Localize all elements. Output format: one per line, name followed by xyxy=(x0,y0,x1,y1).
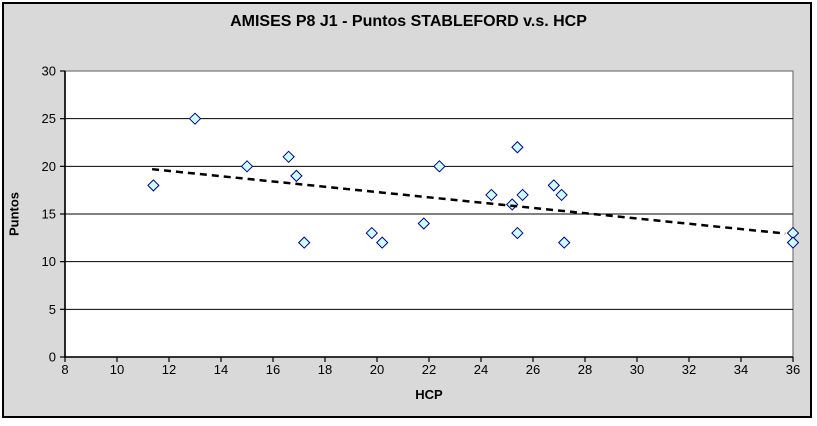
x-tick-label: 32 xyxy=(682,362,696,377)
data-point xyxy=(240,160,254,173)
x-tick-label: 28 xyxy=(578,362,592,377)
data-point xyxy=(555,188,568,202)
x-tick-label: 26 xyxy=(526,362,540,377)
data-point xyxy=(297,236,311,249)
x-tick-label: 30 xyxy=(630,362,644,377)
x-tick-label: 18 xyxy=(318,362,332,377)
data-point xyxy=(516,188,529,202)
x-tick-label: 10 xyxy=(110,362,124,377)
data-point xyxy=(147,179,160,192)
x-axis-title: HCP xyxy=(415,387,443,402)
data-point xyxy=(557,236,571,249)
chart-title: AMISES P8 J1 - Puntos STABLEFORD v.s. HC… xyxy=(230,13,587,30)
y-tick-label: 10 xyxy=(42,254,56,269)
x-tick-label: 16 xyxy=(266,362,280,377)
x-tick-label: 14 xyxy=(214,362,228,377)
data-point xyxy=(188,112,202,125)
data-point xyxy=(290,169,303,183)
data-point xyxy=(547,179,561,192)
data-point xyxy=(505,198,519,211)
data-point xyxy=(485,188,498,202)
data-point xyxy=(786,226,800,240)
y-axis-title: Puntos xyxy=(6,191,22,237)
x-tick-label: 36 xyxy=(786,362,800,377)
data-point xyxy=(282,150,295,164)
x-tick-label: 34 xyxy=(734,362,748,377)
data-point xyxy=(511,141,524,154)
x-tick-label: 22 xyxy=(422,362,436,377)
y-tick-label: 25 xyxy=(42,111,56,126)
y-tick-label: 0 xyxy=(49,350,56,365)
data-point xyxy=(375,236,389,249)
x-tick-label: 12 xyxy=(162,362,176,377)
data-point xyxy=(786,236,800,249)
y-tick-label: 30 xyxy=(42,64,56,79)
data-point xyxy=(365,226,379,240)
y-tick-label: 20 xyxy=(42,159,56,174)
data-point xyxy=(433,160,446,173)
x-tick-label: 24 xyxy=(474,362,488,377)
data-point xyxy=(511,226,524,240)
data-point xyxy=(417,217,431,230)
y-tick-label: 5 xyxy=(49,302,56,317)
trendline xyxy=(151,167,786,235)
x-tick-label: 20 xyxy=(370,362,384,377)
y-tick-label: 15 xyxy=(42,207,56,222)
x-tick-label: 8 xyxy=(61,362,68,377)
